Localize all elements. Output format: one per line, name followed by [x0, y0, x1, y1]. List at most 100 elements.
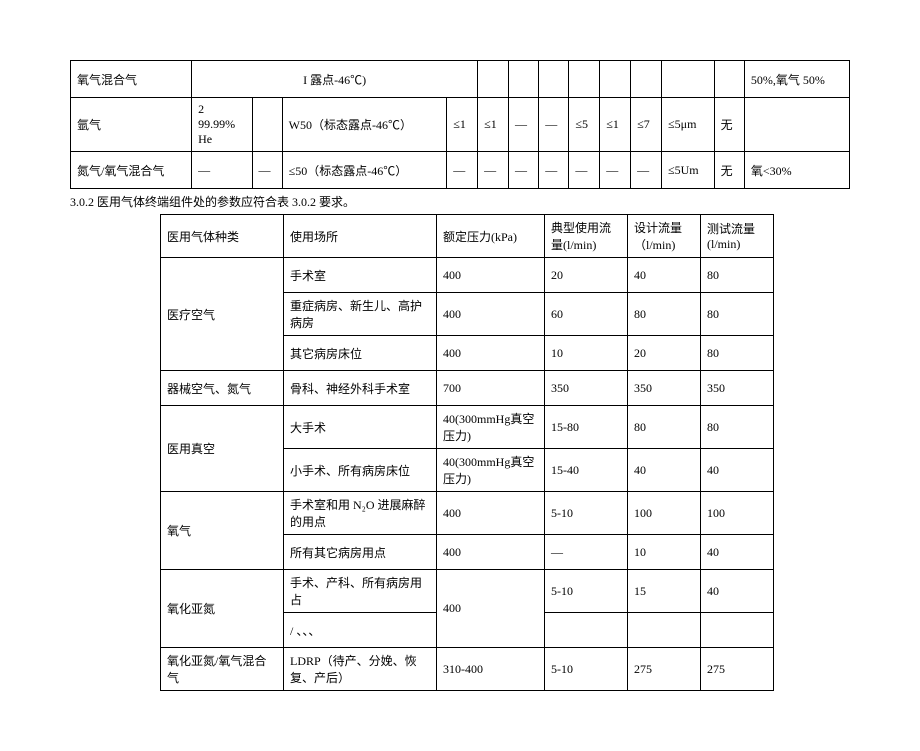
table-header-row: 医用气体种类 使用场所 额定压力(kPa) 典型使用流量(l/min) 设计流量…: [161, 215, 774, 258]
table-row: 医用真空 大手术 40(300mmHg真空压力) 15-80 80 80: [161, 406, 774, 449]
cell: 40(300mmHg真空压力): [437, 406, 545, 449]
cell: 350: [628, 371, 701, 406]
cell: I 露点-46℃): [192, 61, 478, 98]
cell: 氧<30%: [744, 152, 849, 189]
gas-type-cell: 氧化亚氮/氧气混合气: [161, 648, 284, 691]
cell: 10: [545, 336, 628, 371]
table-row: 氧化亚氮/氧气混合气 LDRP（待产、分娩、恢复、产后） 310-400 5-1…: [161, 648, 774, 691]
cell: [744, 98, 849, 152]
cell: [545, 613, 628, 648]
table-caption: 3.0.2 医用气体终端组件处的参数应符合表 3.0.2 要求。: [70, 193, 850, 210]
top-spec-table: 氧气混合气 I 露点-46℃) 50%,氧气 50% 氩气 2 99.99% H…: [70, 60, 850, 189]
gas-type-cell: 医疗空气: [161, 258, 284, 371]
cell: 5-10: [545, 492, 628, 535]
cell: 350: [545, 371, 628, 406]
cell: ≤1: [478, 98, 509, 152]
cell: 手术室: [284, 258, 437, 293]
cell: —: [539, 152, 569, 189]
table-row: 氧气混合气 I 露点-46℃) 50%,氧气 50%: [71, 61, 850, 98]
cell: 40: [701, 535, 774, 570]
cell: 大手术: [284, 406, 437, 449]
col-header: 医用气体种类: [161, 215, 284, 258]
cell: / 、、、: [284, 613, 437, 648]
cell: 275: [628, 648, 701, 691]
cell: 50%,氧气 50%: [744, 61, 849, 98]
cell: 80: [628, 406, 701, 449]
cell: —: [509, 98, 539, 152]
table-row: 器械空气、氮气 骨科、神经外科手术室 700 350 350 350: [161, 371, 774, 406]
cell: 60: [545, 293, 628, 336]
cell: 400: [437, 258, 545, 293]
cell: LDRP（待产、分娩、恢复、产后）: [284, 648, 437, 691]
cell: [631, 61, 662, 98]
cell: 手术、产科、所有病房用占: [284, 570, 437, 613]
cell: 40: [701, 570, 774, 613]
cell: [701, 613, 774, 648]
cell: 氩气: [71, 98, 192, 152]
table-row: 医疗空气 手术室 400 20 40 80: [161, 258, 774, 293]
cell: 2 99.99% He: [192, 98, 252, 152]
cell: ≤5Um: [662, 152, 715, 189]
cell: —: [252, 152, 282, 189]
table-row: 氩气 2 99.99% He W50（标态露点-46℃） ≤1 ≤1 — — ≤…: [71, 98, 850, 152]
cell: ≤5μm: [662, 98, 715, 152]
cell: —: [600, 152, 631, 189]
cell: [662, 61, 715, 98]
cell: 无: [714, 98, 744, 152]
cell: 80: [628, 293, 701, 336]
terminal-params-table: 医用气体种类 使用场所 额定压力(kPa) 典型使用流量(l/min) 设计流量…: [160, 214, 774, 691]
table-row: 氧化亚氮 手术、产科、所有病房用占 400 5-10 15 40: [161, 570, 774, 613]
cell: 100: [701, 492, 774, 535]
cell: 其它病房床位: [284, 336, 437, 371]
cell: 40: [628, 258, 701, 293]
cell: [714, 61, 744, 98]
cell: ≤5: [569, 98, 600, 152]
cell: [478, 61, 509, 98]
col-header: 使用场所: [284, 215, 437, 258]
cell: ≤1: [600, 98, 631, 152]
col-header: 测试流量(l/min): [701, 215, 774, 258]
cell: 20: [545, 258, 628, 293]
cell: —: [539, 98, 569, 152]
cell: 400: [437, 293, 545, 336]
cell: —: [631, 152, 662, 189]
cell: 5-10: [545, 570, 628, 613]
cell: ≤50（标态露点-46℃）: [282, 152, 447, 189]
cell: 无: [714, 152, 744, 189]
cell: 400: [437, 570, 545, 648]
cell: 15-40: [545, 449, 628, 492]
gas-type-cell: 器械空气、氮气: [161, 371, 284, 406]
cell: 350: [701, 371, 774, 406]
cell: 15: [628, 570, 701, 613]
cell: 氧气混合气: [71, 61, 192, 98]
cell: [252, 98, 282, 152]
cell: 100: [628, 492, 701, 535]
cell: 310-400: [437, 648, 545, 691]
cell: 手术室和用 N₂O 进展麻醉的用点: [284, 492, 437, 535]
gas-type-cell: 氧气: [161, 492, 284, 570]
cell: 20: [628, 336, 701, 371]
cell: —: [192, 152, 252, 189]
cell: —: [509, 152, 539, 189]
cell: 275: [701, 648, 774, 691]
cell: 40: [628, 449, 701, 492]
cell: 400: [437, 492, 545, 535]
cell: 40: [701, 449, 774, 492]
cell: 5-10: [545, 648, 628, 691]
cell: [628, 613, 701, 648]
cell: 80: [701, 406, 774, 449]
cell: 10: [628, 535, 701, 570]
cell: —: [545, 535, 628, 570]
cell: 400: [437, 535, 545, 570]
col-header: 设计流量（l/min): [628, 215, 701, 258]
cell: —: [569, 152, 600, 189]
col-header: 典型使用流量(l/min): [545, 215, 628, 258]
cell: W50（标态露点-46℃）: [282, 98, 447, 152]
cell: [509, 61, 539, 98]
cell: 骨科、神经外科手术室: [284, 371, 437, 406]
cell: 700: [437, 371, 545, 406]
cell: [600, 61, 631, 98]
cell: 80: [701, 336, 774, 371]
cell: ≤1: [447, 98, 478, 152]
cell: 40(300mmHg真空压力): [437, 449, 545, 492]
